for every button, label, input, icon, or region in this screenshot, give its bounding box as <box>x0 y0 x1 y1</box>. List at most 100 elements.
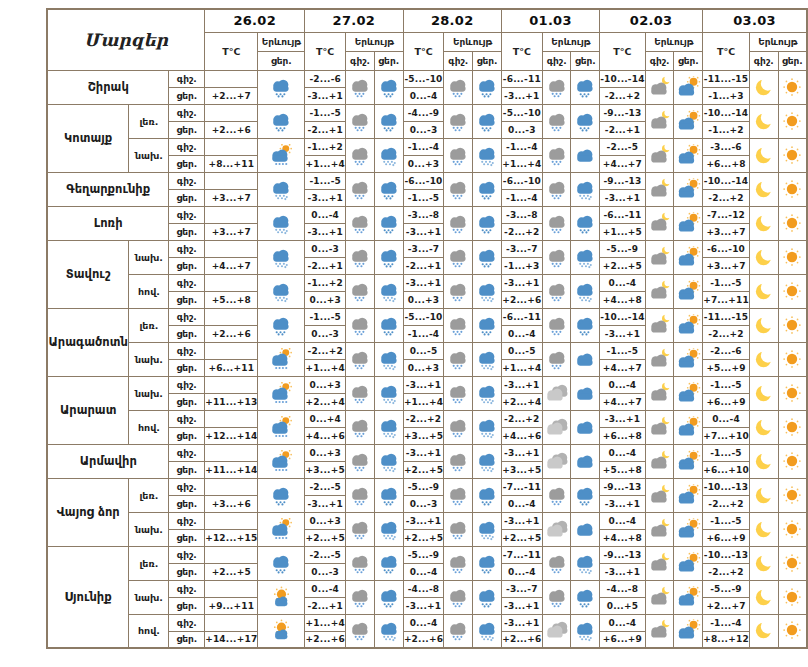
temp-night-cell: -3...+1 <box>501 376 542 393</box>
weather-day-icon-cell <box>374 410 403 444</box>
temp-night-cell: -10...-14 <box>703 172 750 189</box>
snow-blue-icon <box>376 619 402 642</box>
temp-day-cell: +2...+6 <box>205 121 258 138</box>
weather-day-icon-cell <box>674 614 703 648</box>
snow-gray-icon <box>347 110 373 133</box>
weather-night-icon-cell <box>542 580 571 614</box>
weather-day-icon-cell <box>473 172 502 206</box>
cloud-blue-icon <box>572 518 598 541</box>
snow-gray-icon <box>544 586 570 609</box>
forecast-table-body: Շիրակգիշ.-2...-6-5...-10-6...-11-10...-1… <box>47 70 807 648</box>
weather-night-icon-cell <box>346 172 375 206</box>
snow-blue-icon <box>474 619 500 642</box>
weather-night-icon-cell <box>645 274 674 308</box>
zone-cell: նախ. <box>129 342 169 376</box>
night-header-cell: գիշ. <box>645 51 674 70</box>
weather-day-icon-cell <box>473 104 502 138</box>
rain-blue-icon <box>474 212 500 235</box>
weather-night-icon-cell <box>749 104 778 138</box>
temp-night-cell: -2...-6 <box>305 70 346 87</box>
temp-night-cell: -6...-10 <box>501 172 542 189</box>
temp-night-cell <box>205 308 258 325</box>
snow-gray-icon <box>544 110 570 133</box>
forecast-row-night: Արարատնախ.գիշ.0...+3-3...+1-3...+10...-4… <box>47 376 807 393</box>
night-header-cell: գիշ. <box>444 51 473 70</box>
weather-night-icon-cell <box>749 308 778 342</box>
rain-blue-icon <box>572 484 598 507</box>
temp-day-cell: +2...+6 <box>403 631 444 648</box>
rain-blue-icon <box>268 314 294 337</box>
weather-day-icon-cell <box>473 512 502 546</box>
region-cell: Կոտայք <box>47 104 129 172</box>
moon-icon <box>751 76 777 99</box>
rain-blue-icon <box>474 178 500 201</box>
weather-night-icon-cell <box>444 614 473 648</box>
temp-night-cell: -2...+2 <box>305 342 346 359</box>
sun-icon <box>779 518 805 541</box>
weather-day-icon-cell <box>778 308 807 342</box>
time-day-cell: ցեր. <box>169 597 205 614</box>
weather-night-icon-cell <box>645 138 674 172</box>
temp-night-cell: 0...-4 <box>600 376 646 393</box>
weather-day-icon-cell <box>374 206 403 240</box>
snow-blue-icon <box>474 348 500 371</box>
sun-icon <box>779 314 805 337</box>
temp-night-cell <box>205 342 258 359</box>
weather-night-icon-cell <box>346 206 375 240</box>
snow-gray-icon <box>544 76 570 99</box>
snow-gray-icon <box>544 178 570 201</box>
weather-day-icon-cell <box>258 240 305 274</box>
moon-icon <box>751 552 777 575</box>
weather-day-icon-cell <box>473 240 502 274</box>
rain-blue-icon <box>474 484 500 507</box>
temp-day-cell: +3...+7 <box>703 223 750 240</box>
snow-blue-icon <box>268 178 294 201</box>
weather-night-icon-cell <box>645 240 674 274</box>
temp-night-cell <box>205 546 258 563</box>
weather-night-icon-cell <box>542 512 571 546</box>
region-cell: Տավուշ <box>47 240 129 308</box>
snow-gray-icon <box>445 348 471 371</box>
temp-day-cell: +4...+6 <box>305 427 346 444</box>
temp-night-cell: 0...-4 <box>600 614 646 631</box>
temp-day-cell: -1...+2 <box>703 121 750 138</box>
temp-night-cell: -5...-9 <box>403 478 444 495</box>
temp-night-cell: -11...-15 <box>703 308 750 325</box>
temp-day-cell: +2...+6 <box>501 291 542 308</box>
snow-gray-icon <box>445 450 471 473</box>
weather-day-icon-cell <box>258 308 305 342</box>
snow-gray-icon <box>347 178 373 201</box>
moon-cloud-icon <box>647 619 673 642</box>
weather-night-icon-cell <box>542 546 571 580</box>
zone-cell: նախ. <box>129 138 169 172</box>
time-night-cell: գիշ. <box>169 274 205 291</box>
phenomenon-header-cell: Երևույթ <box>444 32 501 51</box>
temp-night-cell: -6...-10 <box>403 172 444 189</box>
weather-day-icon-cell <box>258 138 305 172</box>
temp-day-cell: -3...+1 <box>403 597 444 614</box>
temp-night-cell: -3...+1 <box>501 614 542 631</box>
weather-night-icon-cell <box>749 444 778 478</box>
temp-day-cell: +12...+15 <box>205 529 258 546</box>
weather-night-icon-cell <box>346 274 375 308</box>
temp-day-cell: +2...+5 <box>403 529 444 546</box>
temp-day-cell: 0...+3 <box>403 291 444 308</box>
forecast-row-night: Սյունիքլեռ.գիշ.-2...-5-5...-9-7...-11-9.… <box>47 546 807 563</box>
temp-day-cell: +11...+14 <box>205 461 258 478</box>
cloud-gray-icon <box>544 382 570 405</box>
forecast-row-night: Կոտայքլեռ.գիշ.-1...-5-4...-9-5...-10-9..… <box>47 104 807 121</box>
weather-day-icon-cell <box>374 240 403 274</box>
temp-night-cell: -9...-13 <box>600 104 646 121</box>
forecast-row-night: Գեղարքունիքգիշ.-1...-5-6...-10-6...-10-9… <box>47 172 807 189</box>
temp-night-cell: -4...-8 <box>403 580 444 597</box>
temp-night-cell: -1...-4 <box>703 614 750 631</box>
weather-night-icon-cell <box>346 308 375 342</box>
snow-gray-icon <box>347 246 373 269</box>
temp-header-cell: T°C <box>403 32 444 70</box>
weather-day-icon-cell <box>571 546 600 580</box>
temp-day-cell: +3...+7 <box>205 223 258 240</box>
weather-day-icon-cell <box>571 138 600 172</box>
snow-gray-icon <box>445 382 471 405</box>
temp-day-cell: +4...+7 <box>205 257 258 274</box>
rain-blue-icon <box>376 314 402 337</box>
